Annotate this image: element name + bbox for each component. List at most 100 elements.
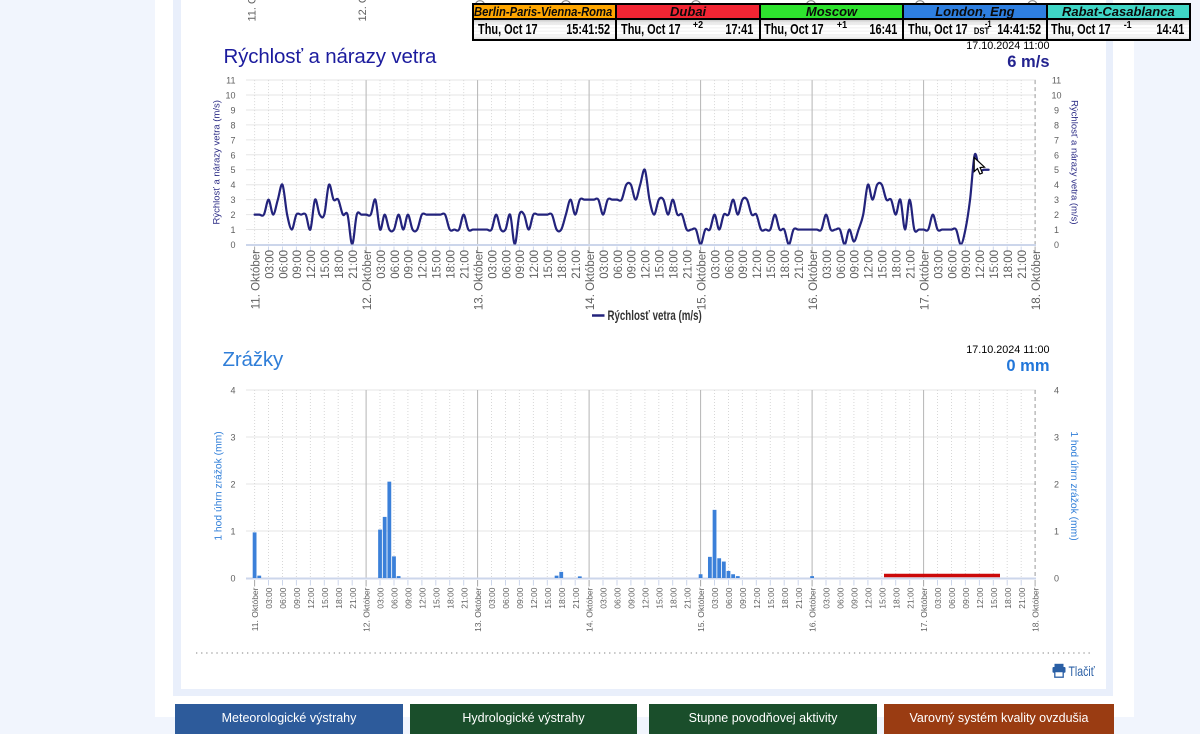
svg-text:1 hod úhrn zrážok (mm): 1 hod úhrn zrážok (mm)	[214, 431, 225, 540]
svg-text:18:00: 18:00	[334, 250, 346, 279]
svg-text:15:00: 15:00	[766, 250, 778, 279]
svg-text:03:00: 03:00	[487, 250, 499, 279]
svg-text:06:00: 06:00	[278, 587, 288, 609]
svg-text:09:00: 09:00	[738, 587, 748, 609]
svg-text:12:00: 12:00	[863, 587, 873, 609]
svg-text:14. Október: 14. Október	[585, 250, 597, 310]
svg-text:11: 11	[226, 76, 235, 86]
svg-text:03:00: 03:00	[599, 587, 609, 609]
svg-text:21:00: 21:00	[794, 250, 806, 279]
svg-text:Tlačiť: Tlačiť	[1069, 664, 1096, 680]
svg-text:09:00: 09:00	[292, 587, 302, 609]
svg-text:5: 5	[1054, 165, 1059, 175]
svg-text:21:00: 21:00	[905, 250, 917, 279]
svg-text:18:00: 18:00	[780, 587, 790, 609]
svg-text:15:00: 15:00	[543, 250, 555, 279]
svg-text:09:00: 09:00	[961, 587, 971, 609]
svg-text:15:00: 15:00	[431, 587, 441, 609]
svg-text:15. Október: 15. Október	[696, 250, 708, 310]
svg-text:12:00: 12:00	[975, 250, 987, 279]
svg-text:0: 0	[230, 240, 235, 250]
svg-text:15:00: 15:00	[320, 587, 330, 609]
svg-text:7: 7	[1054, 135, 1059, 145]
svg-text:18:00: 18:00	[334, 587, 344, 609]
svg-text:15:00: 15:00	[989, 250, 1001, 279]
svg-text:5: 5	[230, 165, 235, 175]
svg-text:Rýchlosť a nárazy vetra (m/s): Rýchlosť a nárazy vetra (m/s)	[1069, 100, 1080, 224]
svg-text:4: 4	[230, 180, 235, 190]
svg-text:03:00: 03:00	[710, 250, 722, 279]
svg-text:1: 1	[1054, 527, 1059, 537]
svg-text:21:00: 21:00	[682, 587, 692, 609]
svg-text:2: 2	[1054, 210, 1059, 220]
svg-text:09:00: 09:00	[961, 250, 973, 279]
svg-text:12:00: 12:00	[752, 250, 764, 279]
svg-text:1: 1	[230, 225, 235, 235]
svg-text:15:00: 15:00	[877, 587, 887, 609]
svg-text:18:00: 18:00	[445, 587, 455, 609]
svg-text:03:00: 03:00	[487, 587, 497, 609]
svg-text:3: 3	[1054, 433, 1059, 443]
svg-text:12:00: 12:00	[640, 587, 650, 609]
svg-text:15:00: 15:00	[320, 250, 332, 279]
svg-text:12. Október: 12. Október	[357, 0, 369, 22]
svg-text:15:00: 15:00	[432, 250, 444, 279]
svg-text:3: 3	[1054, 195, 1059, 205]
svg-text:16. Október: 16. Október	[808, 587, 818, 632]
svg-text:6: 6	[1054, 150, 1059, 160]
svg-text:13. Október: 13. Október	[473, 587, 483, 632]
svg-text:03:00: 03:00	[822, 587, 832, 609]
svg-text:15:00: 15:00	[543, 587, 553, 609]
svg-text:6: 6	[230, 150, 235, 160]
svg-text:09:00: 09:00	[738, 250, 750, 279]
svg-text:1 hod úhrn zrážok (mm): 1 hod úhrn zrážok (mm)	[1068, 431, 1079, 540]
svg-text:06:00: 06:00	[501, 587, 511, 609]
svg-text:21:00: 21:00	[1017, 250, 1029, 279]
svg-text:13. Október: 13. Október	[473, 250, 485, 310]
svg-text:06:00: 06:00	[724, 587, 734, 609]
svg-text:03:00: 03:00	[376, 587, 386, 609]
svg-text:06:00: 06:00	[836, 587, 846, 609]
svg-text:09:00: 09:00	[515, 250, 527, 279]
svg-text:09:00: 09:00	[627, 587, 637, 609]
svg-text:12:00: 12:00	[306, 587, 316, 609]
svg-text:06:00: 06:00	[836, 250, 848, 279]
svg-text:11. Október: 11. Október	[250, 587, 260, 631]
svg-text:18:00: 18:00	[891, 587, 901, 609]
svg-text:03:00: 03:00	[933, 250, 945, 279]
svg-text:09:00: 09:00	[292, 250, 304, 279]
svg-text:12:00: 12:00	[418, 250, 430, 279]
svg-text:03:00: 03:00	[710, 587, 720, 609]
svg-text:4: 4	[230, 386, 235, 396]
svg-text:21:00: 21:00	[794, 587, 804, 609]
svg-text:17. Október: 17. Október	[919, 250, 931, 310]
svg-text:12:00: 12:00	[752, 587, 762, 609]
svg-text:06:00: 06:00	[390, 587, 400, 609]
svg-text:03:00: 03:00	[599, 250, 611, 279]
svg-text:11. Október: 11. Október	[250, 250, 262, 309]
svg-text:12:00: 12:00	[306, 250, 318, 279]
svg-text:18:00: 18:00	[669, 250, 681, 279]
svg-text:03:00: 03:00	[264, 250, 276, 279]
svg-text:Rýchlosť a nárazy vetra (m/s): Rýchlosť a nárazy vetra (m/s)	[211, 100, 222, 224]
svg-text:0: 0	[230, 574, 235, 584]
svg-text:4: 4	[1054, 180, 1059, 190]
svg-text:06:00: 06:00	[501, 250, 513, 279]
svg-text:8: 8	[1054, 120, 1059, 130]
svg-text:12. Október: 12. Október	[362, 250, 374, 310]
svg-text:18. Október: 18. Október	[1031, 250, 1043, 310]
svg-text:06:00: 06:00	[390, 250, 402, 279]
svg-text:12:00: 12:00	[529, 250, 541, 279]
svg-text:09:00: 09:00	[404, 250, 416, 279]
svg-text:2: 2	[1054, 480, 1059, 490]
svg-text:21:00: 21:00	[459, 250, 471, 279]
svg-text:11: 11	[1052, 76, 1061, 86]
svg-text:15:00: 15:00	[655, 250, 667, 279]
svg-text:9: 9	[230, 106, 235, 116]
svg-text:03:00: 03:00	[933, 587, 943, 609]
svg-text:21:00: 21:00	[682, 250, 694, 279]
svg-text:15:00: 15:00	[654, 587, 664, 609]
svg-text:15:00: 15:00	[878, 250, 890, 279]
svg-text:18:00: 18:00	[1003, 250, 1015, 279]
svg-text:21:00: 21:00	[571, 587, 581, 609]
